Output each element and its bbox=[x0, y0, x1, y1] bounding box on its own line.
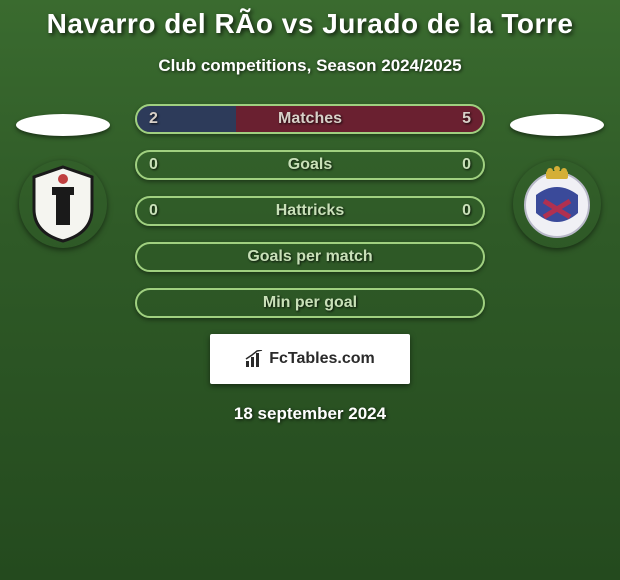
page-title: Navarro del RÃo vs Jurado de la Torre bbox=[0, 8, 620, 40]
brand-box: FcTables.com bbox=[210, 334, 410, 384]
stat-label: Goals bbox=[288, 156, 332, 174]
stat-row: Matches 2 5 bbox=[135, 104, 485, 134]
comparison-infographic: Navarro del RÃo vs Jurado de la Torre Cl… bbox=[0, 0, 620, 580]
stat-row: Hattricks 0 0 bbox=[135, 196, 485, 226]
brand-label: FcTables.com bbox=[245, 350, 375, 368]
stat-row: Goals 0 0 bbox=[135, 150, 485, 180]
left-crest-svg bbox=[28, 165, 98, 243]
stat-label: Matches bbox=[278, 110, 342, 128]
stat-label: Min per goal bbox=[263, 294, 357, 312]
stat-rows: Matches 2 5 Goals 0 0 Hattricks 0 0 Goals per mat… bbox=[135, 104, 485, 318]
main-columns: Matches 2 5 Goals 0 0 Hattricks 0 0 Goals per mat… bbox=[0, 104, 620, 318]
right-flag-placeholder bbox=[510, 114, 604, 136]
bar-chart-icon bbox=[245, 350, 265, 368]
stat-row: Min per goal bbox=[135, 288, 485, 318]
stat-left-value: 0 bbox=[149, 156, 158, 174]
date-label: 18 september 2024 bbox=[0, 404, 620, 424]
right-team-column bbox=[502, 114, 612, 248]
left-team-column bbox=[8, 114, 118, 248]
stat-right-value: 0 bbox=[462, 202, 471, 220]
stat-label: Goals per match bbox=[247, 248, 372, 266]
stat-left-value: 0 bbox=[149, 202, 158, 220]
stat-right-value: 0 bbox=[462, 156, 471, 174]
right-crest bbox=[513, 160, 601, 248]
left-flag-placeholder bbox=[16, 114, 110, 136]
right-crest-svg bbox=[522, 165, 592, 243]
stat-row: Goals per match bbox=[135, 242, 485, 272]
stat-label: Hattricks bbox=[276, 202, 344, 220]
brand-text: FcTables.com bbox=[269, 350, 375, 368]
left-crest bbox=[19, 160, 107, 248]
stat-right-value: 5 bbox=[462, 110, 471, 128]
subtitle: Club competitions, Season 2024/2025 bbox=[0, 56, 620, 76]
stat-left-value: 2 bbox=[149, 110, 158, 128]
